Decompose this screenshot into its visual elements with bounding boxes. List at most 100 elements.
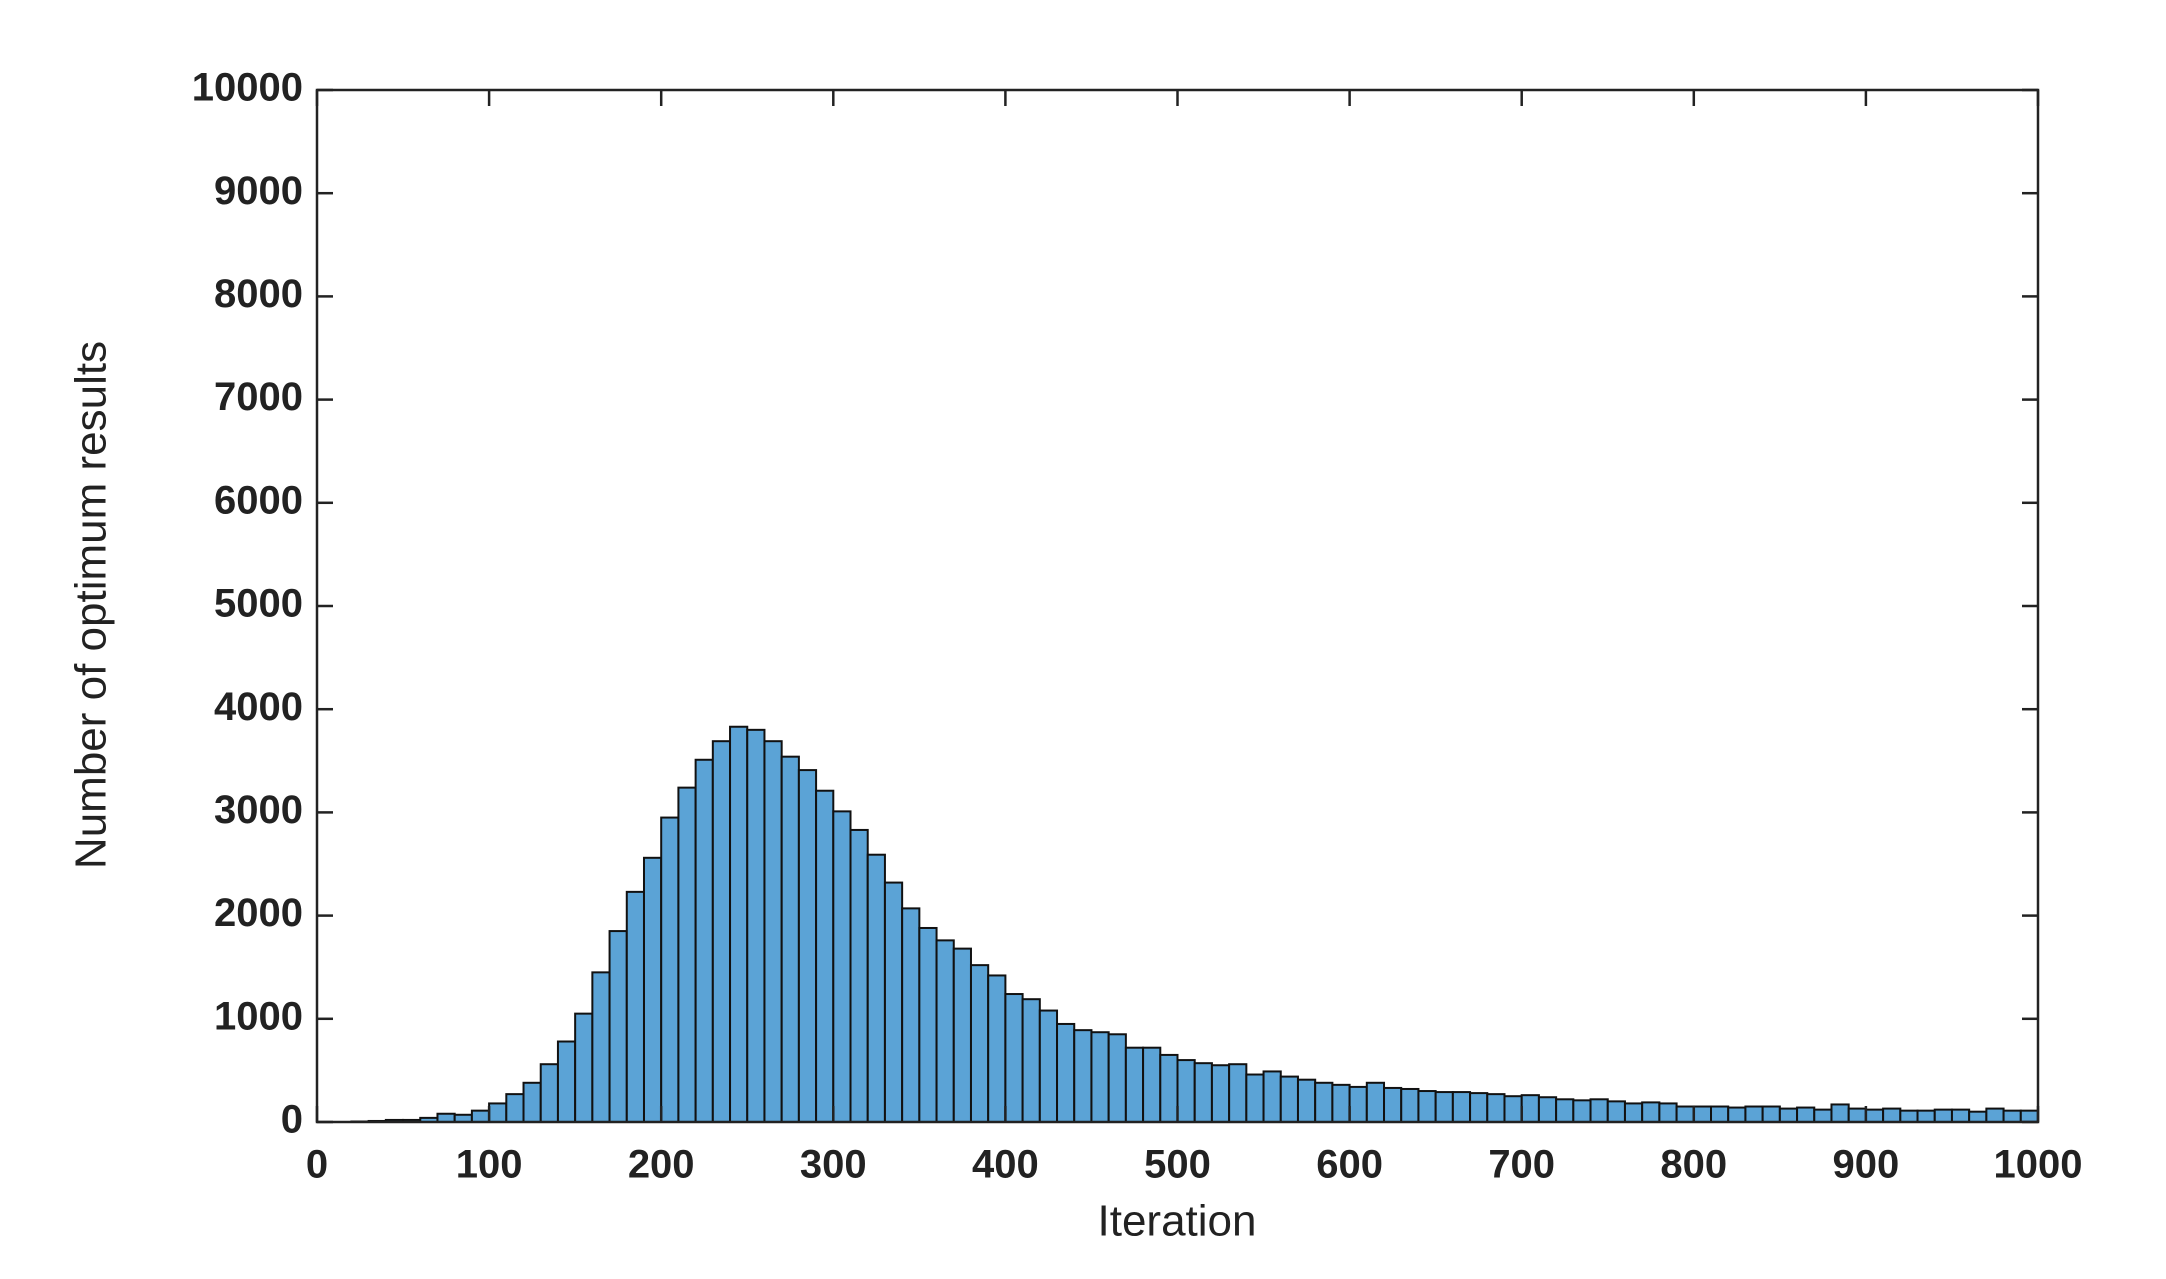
- bar: [1882, 1107, 1902, 1123]
- bar: [729, 725, 749, 1124]
- bar: [1021, 998, 1041, 1124]
- bar: [2019, 1109, 2040, 1123]
- x-tick-label: 600: [1316, 1143, 1383, 1187]
- bar: [866, 853, 886, 1123]
- bar: [1331, 1083, 1351, 1124]
- y-tick-label: 9000: [214, 169, 303, 213]
- bar: [1383, 1086, 1403, 1123]
- y-axis-label: Number of optimum results: [67, 341, 116, 869]
- bar: [1073, 1029, 1093, 1123]
- x-tick-label: 1000: [1994, 1143, 2083, 1187]
- bar: [1744, 1105, 1764, 1124]
- bar: [642, 856, 663, 1123]
- bar: [1727, 1106, 1747, 1124]
- bar: [574, 1012, 594, 1124]
- bar: [1262, 1070, 1282, 1124]
- bar: [677, 786, 697, 1124]
- bar: [591, 971, 611, 1123]
- bar: [505, 1093, 525, 1123]
- bar: [1778, 1107, 1799, 1123]
- bar: [470, 1109, 491, 1123]
- bar: [1159, 1053, 1179, 1124]
- x-tick-label: 500: [1144, 1143, 1211, 1187]
- bar: [797, 769, 818, 1123]
- x-tick-label: 900: [1833, 1143, 1900, 1187]
- bar: [694, 758, 714, 1123]
- bar: [1090, 1031, 1110, 1123]
- bar: [2002, 1109, 2022, 1123]
- x-tick-label: 0: [306, 1143, 328, 1187]
- bar: [1658, 1102, 1678, 1123]
- y-tick-label: 10000: [192, 66, 303, 110]
- bar: [987, 974, 1007, 1123]
- bar: [952, 947, 972, 1124]
- bar: [935, 939, 955, 1123]
- bar: [1038, 1009, 1059, 1124]
- bar: [1228, 1063, 1248, 1124]
- bar: [1176, 1059, 1196, 1123]
- bar: [1968, 1110, 1988, 1124]
- bar: [1348, 1085, 1368, 1123]
- y-tick-label: 4000: [214, 685, 303, 729]
- bar: [625, 890, 645, 1124]
- bar: [832, 810, 852, 1123]
- bar: [1434, 1091, 1454, 1124]
- bar: [815, 789, 835, 1124]
- bar: [901, 907, 921, 1123]
- bar: [918, 926, 938, 1124]
- bar: [1365, 1081, 1386, 1124]
- x-tick-label: 200: [628, 1143, 695, 1187]
- bar: [1417, 1090, 1437, 1124]
- y-tick-label: 3000: [214, 788, 303, 832]
- bar: [1555, 1098, 1575, 1124]
- bar: [1864, 1108, 1885, 1123]
- x-tick-label: 800: [1660, 1143, 1727, 1187]
- bar: [1279, 1075, 1299, 1124]
- bar: [883, 881, 904, 1123]
- bar: [849, 828, 869, 1123]
- bar: [488, 1102, 508, 1123]
- bar: [763, 740, 783, 1124]
- bar: [1572, 1099, 1592, 1124]
- bar: [1950, 1108, 1971, 1123]
- bar: [1296, 1078, 1317, 1123]
- bar: [1245, 1073, 1265, 1123]
- bar: [1675, 1105, 1695, 1124]
- bar: [1520, 1094, 1540, 1123]
- bar: [1107, 1033, 1127, 1124]
- bar: [1916, 1109, 1936, 1123]
- bar: [1830, 1103, 1850, 1124]
- bar: [1056, 1022, 1076, 1124]
- y-tick-label: 5000: [214, 582, 303, 626]
- bar: [1193, 1062, 1213, 1124]
- bar: [1142, 1046, 1162, 1124]
- y-tick-label: 8000: [214, 272, 303, 316]
- bar: [1692, 1105, 1713, 1124]
- bar: [1796, 1106, 1816, 1124]
- x-tick-label: 300: [800, 1143, 867, 1187]
- bar: [780, 755, 800, 1123]
- y-tick-label: 7000: [214, 375, 303, 419]
- bar: [1761, 1105, 1781, 1124]
- bar: [608, 930, 628, 1124]
- y-tick-label: 6000: [214, 478, 303, 522]
- bar: [1400, 1087, 1420, 1123]
- bar: [539, 1063, 559, 1124]
- bar: [1847, 1107, 1867, 1123]
- bar: [1710, 1105, 1730, 1124]
- bar: [1124, 1046, 1145, 1124]
- bar: [1623, 1102, 1644, 1123]
- bar: [1004, 993, 1024, 1123]
- x-axis-label: Iteration: [1098, 1197, 1257, 1246]
- bar: [1606, 1100, 1626, 1123]
- y-tick-label: 1000: [214, 994, 303, 1038]
- x-tick-label: 400: [972, 1143, 1039, 1187]
- bar: [1210, 1064, 1231, 1123]
- bar: [1641, 1101, 1661, 1123]
- bar: [1537, 1096, 1558, 1124]
- bar: [1589, 1098, 1609, 1124]
- bar: [1985, 1107, 2005, 1123]
- bar: [969, 964, 990, 1123]
- bar: [711, 740, 732, 1124]
